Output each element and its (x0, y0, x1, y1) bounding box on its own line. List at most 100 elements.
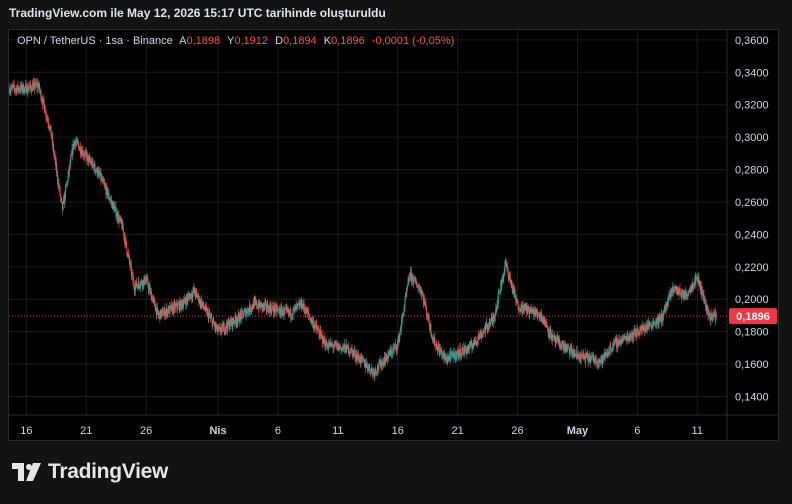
candle-body (548, 327, 550, 336)
legend-high-value: 0,1912 (234, 35, 269, 47)
candle-body (575, 354, 577, 357)
candle-up (62, 201, 64, 212)
candle-body (480, 334, 482, 339)
candle-down (634, 324, 636, 341)
candle-down (205, 301, 207, 313)
candle-body (298, 303, 300, 305)
candle-body (185, 296, 187, 305)
candle-down (44, 104, 46, 113)
candle-body (213, 319, 215, 324)
candle-up (28, 84, 30, 92)
candle-up (473, 339, 475, 350)
candle-body (450, 352, 452, 354)
candle-body (108, 198, 110, 200)
candle-down (39, 82, 41, 94)
candle-body (345, 347, 347, 353)
candle-body (621, 338, 623, 343)
candle-down (425, 305, 427, 321)
candle-body (248, 308, 250, 310)
candle-down (194, 285, 196, 294)
candle-body (313, 320, 315, 329)
tradingview-logo[interactable]: TradingView (12, 460, 168, 484)
candle-body (400, 329, 402, 331)
candle-body (517, 301, 519, 304)
candle-down (311, 316, 313, 327)
candle-down (643, 323, 645, 332)
candle-body (628, 335, 630, 338)
candle-body (168, 306, 170, 314)
candle-up (124, 234, 126, 249)
candle-body (692, 286, 694, 290)
candle-body (662, 314, 664, 321)
candle-body (551, 338, 553, 340)
candle-body (682, 289, 684, 293)
candle-body (691, 282, 693, 290)
candle-body (703, 299, 705, 302)
candle-body (365, 363, 367, 368)
candle-body (521, 303, 523, 305)
legend-change-value: -0,0001 (-0,05%) (371, 35, 455, 47)
candle-body (195, 290, 197, 296)
candle-down (575, 353, 577, 357)
candle-up (626, 332, 628, 346)
candle-body (554, 336, 556, 343)
candle-body (593, 356, 595, 363)
candle-body (529, 310, 531, 315)
candle-up (378, 358, 380, 371)
candle-down (354, 345, 356, 362)
candle-body (505, 261, 507, 263)
candle-body (66, 181, 68, 185)
candle-body (301, 300, 303, 309)
candle-body (350, 348, 352, 353)
candle-body (187, 295, 189, 301)
candle-body (466, 349, 468, 354)
candle-down (583, 350, 585, 361)
candle-down (353, 349, 355, 359)
candle-body (386, 355, 388, 361)
candle-body (594, 357, 596, 363)
candle-body (69, 158, 71, 166)
candle-up (623, 334, 625, 342)
candle-body (647, 324, 649, 328)
candle-body (435, 343, 437, 346)
candle-down (604, 348, 606, 356)
candle-body (196, 291, 198, 295)
candle-body (677, 289, 679, 295)
candle-body (76, 139, 78, 142)
candle-body (405, 292, 407, 298)
candle-body (613, 342, 615, 347)
candle-body (653, 321, 655, 325)
candle-body (238, 313, 240, 322)
candle-body (507, 267, 509, 273)
grid-lines (9, 30, 727, 415)
candle-up (283, 306, 285, 320)
candle-body (122, 222, 124, 231)
candle-body (566, 345, 568, 349)
candle-body (50, 125, 52, 136)
candle-up (534, 307, 536, 319)
candle-body (470, 341, 472, 346)
candle-body (509, 276, 511, 280)
candle-body (348, 353, 350, 354)
candle-body (423, 297, 425, 304)
candle-body (268, 305, 270, 308)
candle-body (311, 318, 313, 324)
candle-up (352, 347, 354, 360)
candle-body (595, 356, 597, 363)
candle-down (282, 305, 284, 316)
candle-body (447, 357, 449, 361)
candle-body (374, 368, 376, 372)
candle-body (15, 89, 17, 91)
candle-down (164, 303, 166, 321)
candle-body (46, 116, 48, 118)
candle-body (532, 307, 534, 312)
candle-body (348, 346, 350, 354)
candle-body (154, 300, 156, 307)
candle-body (180, 300, 182, 310)
candle-body (135, 281, 137, 287)
candle-up (328, 339, 330, 354)
candle-up (667, 296, 669, 311)
candle-body (282, 308, 284, 316)
candle-up (276, 304, 278, 316)
